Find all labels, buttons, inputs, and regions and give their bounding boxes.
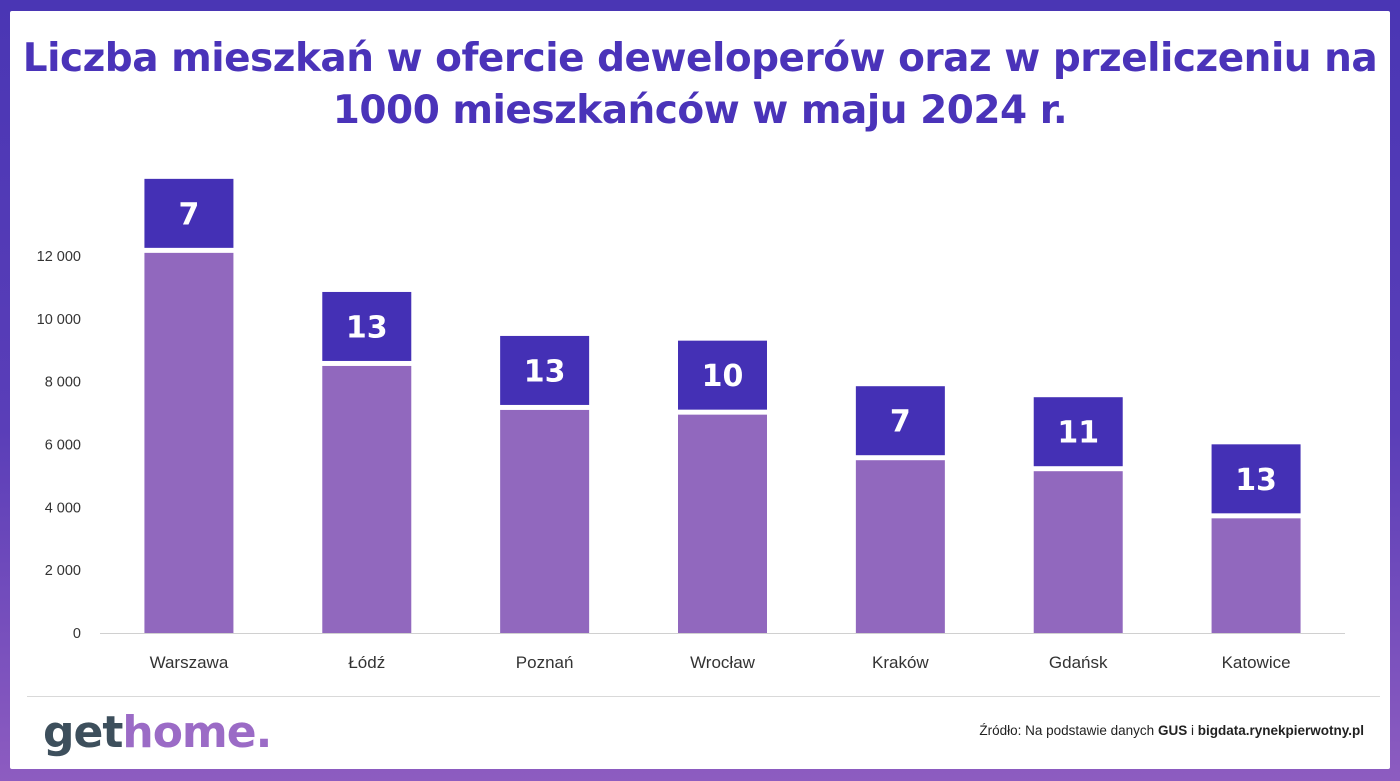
data-label-box (678, 340, 767, 410)
source-and: i (1187, 723, 1198, 738)
source-prefix: Źródło: Na podstawie danych (979, 723, 1158, 738)
bar (855, 460, 945, 633)
x-tick-label: Warszawa (150, 653, 229, 672)
data-label-box (144, 178, 234, 248)
bar (322, 365, 412, 633)
data-label-box (500, 335, 590, 405)
y-tick-label: 10 000 (37, 312, 81, 328)
bar (1211, 518, 1301, 633)
source-site: bigdata.rynekpierwotny.pl (1197, 723, 1364, 738)
bar (144, 252, 234, 633)
footer-divider (27, 696, 1380, 697)
logo-text-home: home. (122, 707, 272, 758)
data-label: 10 (702, 359, 744, 394)
x-tick-label: Gdańsk (1049, 653, 1108, 672)
bar (500, 409, 590, 633)
source-gus: GUS (1157, 723, 1188, 738)
x-tick-label: Kraków (872, 653, 929, 672)
y-tick-label: 4 000 (45, 500, 81, 516)
data-label-box (1211, 444, 1301, 514)
y-tick-label: 2 000 (45, 563, 81, 579)
x-tick-label: Poznań (516, 653, 574, 672)
x-tick-label: Wrocław (690, 653, 756, 672)
y-tick-label: 0 (73, 626, 81, 642)
chart-title: Liczba mieszkań w ofercie deweloperów or… (22, 36, 1378, 133)
y-tick-label: 6 000 (45, 438, 81, 454)
bar (678, 414, 767, 633)
data-label: 13 (524, 354, 566, 389)
source-note: Źródło: Na podstawie danych GUS i bigdat… (979, 723, 1364, 738)
y-tick-label: 12 000 (37, 249, 81, 265)
bar (1033, 471, 1123, 633)
data-label: 11 (1057, 416, 1099, 451)
gethome-logo: gethome. (43, 707, 272, 758)
logo-text-get: get (43, 707, 123, 758)
data-label: 7 (178, 197, 199, 232)
y-tick-label: 8 000 (45, 375, 81, 391)
data-label: 13 (1235, 463, 1277, 498)
bar-chart: 0 2 000 4 000 6 000 8 000 10 000 12 000 7 Warsza… (37, 178, 1345, 672)
data-label-box (855, 386, 945, 456)
data-label-box (322, 291, 412, 361)
x-tick-label: Łódź (348, 653, 385, 672)
data-label: 7 (890, 405, 911, 440)
x-tick-label: Katowice (1222, 653, 1291, 672)
data-label: 13 (346, 310, 388, 345)
chart-card: Liczba mieszkań w ofercie deweloperów or… (10, 11, 1390, 769)
data-label-box (1033, 397, 1123, 467)
